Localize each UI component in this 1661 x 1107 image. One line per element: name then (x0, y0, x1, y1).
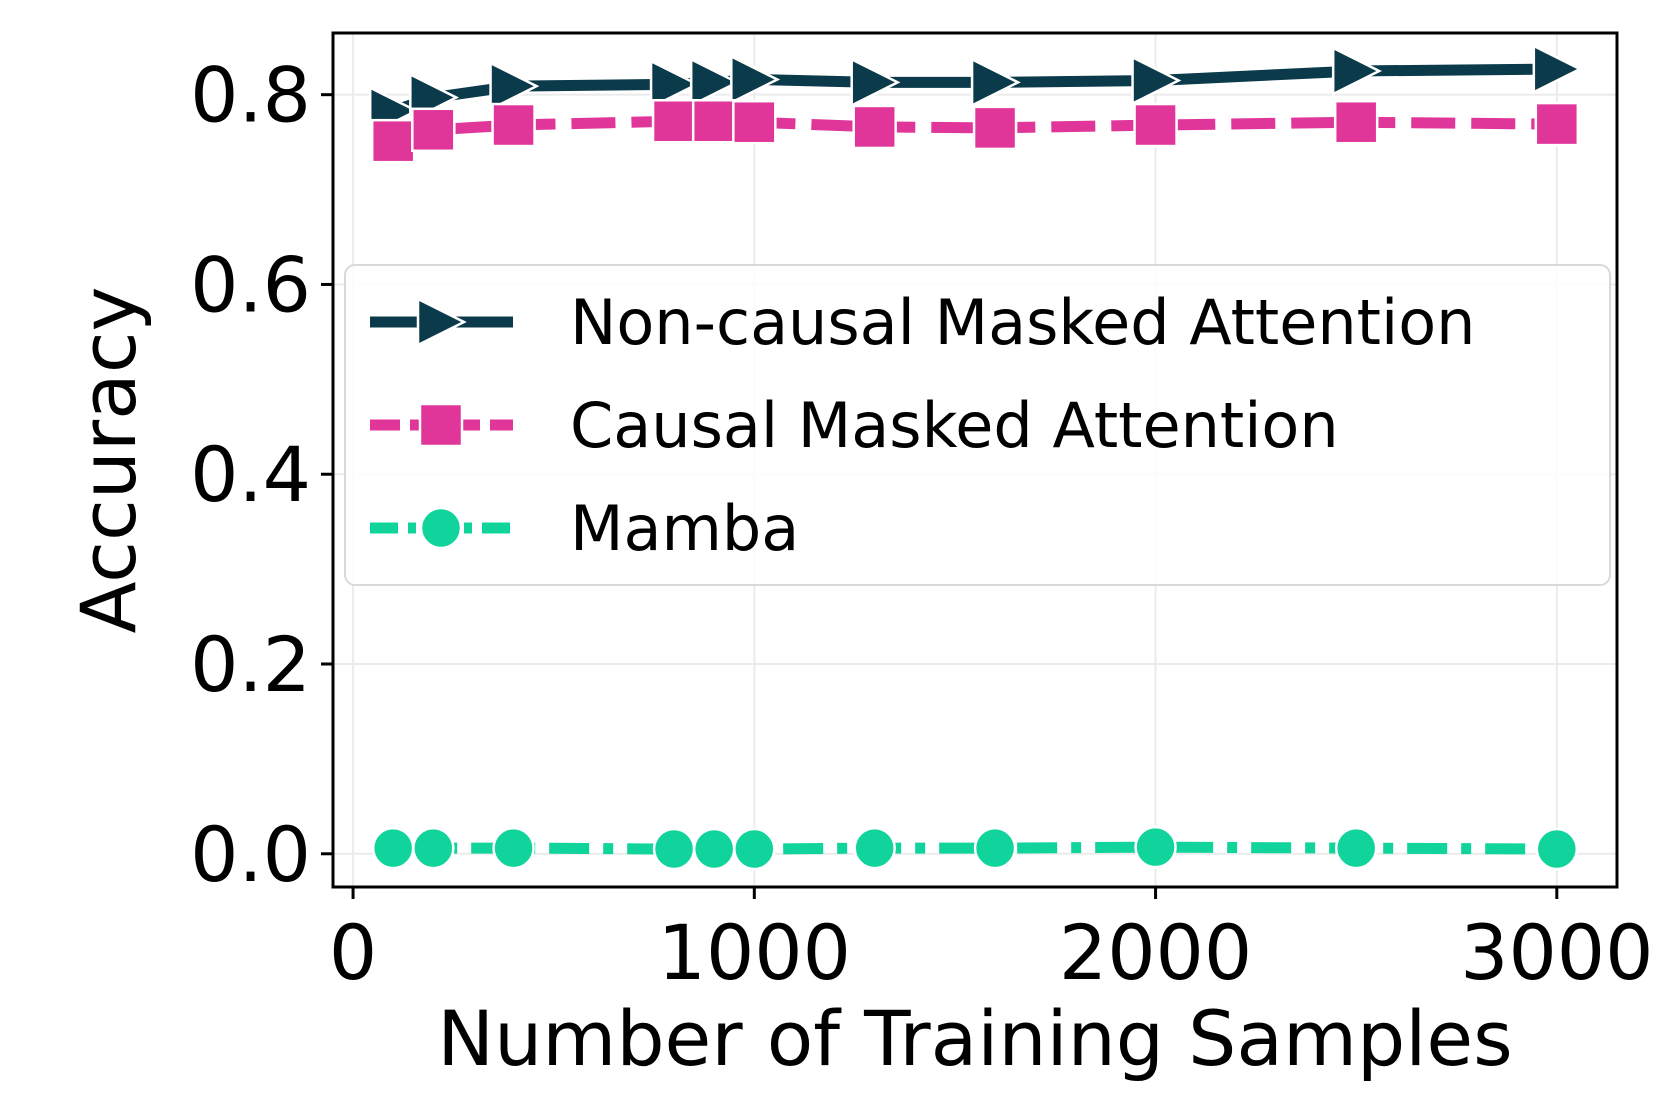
plot-frame (331, 31, 1619, 889)
data-point (852, 104, 897, 150)
x-tick-label: 0 (329, 908, 377, 997)
data-point (691, 98, 737, 144)
legend-marker (419, 506, 463, 550)
data-point (492, 826, 535, 870)
series-layer (368, 44, 1583, 871)
y-axis-label: Accuracy (64, 287, 153, 634)
data-point (850, 57, 901, 108)
data-point (692, 827, 736, 871)
y-tick-label: 0.0 (190, 810, 311, 899)
axis-ticks: 0 1000 2000 3000 0.0 0.2 0.4 0.6 0.8 (190, 51, 1653, 997)
x-tick-label: 1000 (658, 908, 851, 997)
data-point (1535, 827, 1579, 871)
legend-item: Causal Masked Attention (370, 389, 1339, 462)
data-point (689, 57, 740, 108)
legend-marker (418, 402, 464, 448)
data-point (973, 826, 1017, 870)
legend-frame (344, 264, 1611, 586)
data-point (1133, 102, 1178, 148)
data-point (371, 826, 415, 870)
data-point (370, 118, 416, 164)
data-point (733, 827, 776, 871)
data-point (1333, 99, 1379, 145)
x-tick-label: 3000 (1460, 908, 1653, 997)
legend-item: Mamba (370, 492, 799, 565)
series-3 (371, 825, 1579, 871)
x-axis-label: Number of Training Samples (437, 994, 1512, 1083)
data-point (1134, 825, 1177, 869)
data-point (1131, 55, 1182, 106)
data-point (489, 61, 540, 112)
data-point (970, 57, 1021, 108)
y-tick-label: 0.4 (190, 430, 311, 519)
legend-marker (416, 296, 467, 348)
data-point (412, 826, 455, 870)
data-point (732, 99, 777, 145)
y-tick-label: 0.8 (190, 51, 311, 140)
data-point (730, 54, 781, 105)
data-point (1532, 44, 1583, 95)
series-line (393, 841, 1557, 855)
series-1 (368, 44, 1583, 136)
data-point (651, 98, 697, 144)
y-tick-label: 0.6 (190, 240, 311, 329)
legend-item: Non-causal Masked Attention (370, 286, 1475, 359)
series-2 (370, 98, 1580, 164)
data-point (972, 105, 1018, 151)
y-tick-label: 0.2 (190, 620, 311, 709)
data-point (1331, 45, 1382, 96)
data-point (411, 107, 456, 153)
data-point (1534, 101, 1580, 147)
data-point (491, 102, 536, 148)
legend: Non-causal Masked Attention Causal Masked… (344, 264, 1611, 586)
legend-label: Causal Masked Attention (570, 389, 1339, 462)
legend-label: Non-causal Masked Attention (570, 286, 1475, 359)
data-point (853, 826, 896, 870)
x-tick-label: 2000 (1059, 908, 1252, 997)
data-point (652, 827, 696, 871)
data-point (649, 59, 700, 110)
data-point (1334, 826, 1378, 870)
legend-label: Mamba (570, 492, 799, 565)
